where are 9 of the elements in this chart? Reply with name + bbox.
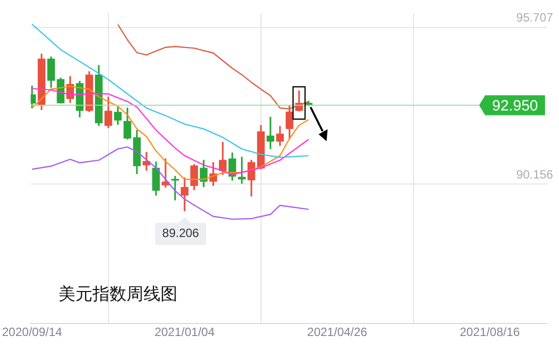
annotation: 89.206 <box>162 226 200 240</box>
x-tick-label: 2021/08/16 <box>460 325 520 340</box>
y-tick-label: 95.707 <box>516 10 554 25</box>
y-tick-label: 90.156 <box>516 167 554 182</box>
x-tick-label: 2020/09/14 <box>2 325 62 340</box>
x-tick-label: 2021/04/26 <box>307 325 368 340</box>
text: 美元指数周线图 <box>58 284 178 305</box>
ref-line-label: 92.950 <box>492 97 538 114</box>
x-tick-label: 2021/01/04 <box>154 325 215 340</box>
